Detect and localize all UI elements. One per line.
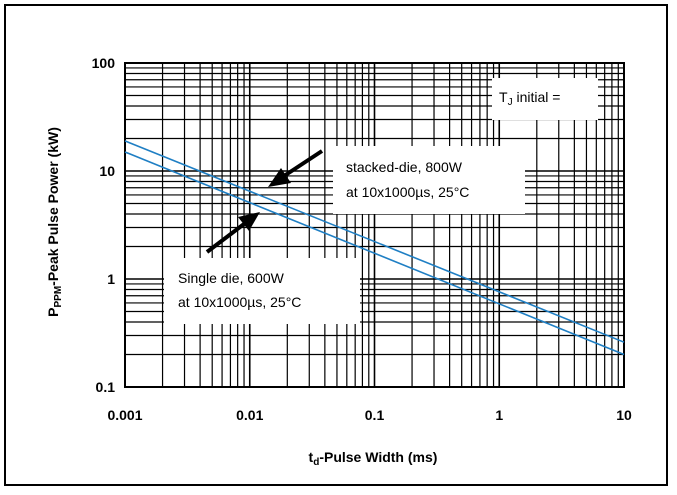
y-tick-label: 1 — [107, 271, 115, 287]
single-die-arrow — [205, 212, 260, 254]
stacked-die-note: stacked-die, 800W at 10x1000µs, 25°C — [333, 146, 525, 214]
series-layer — [124, 140, 625, 356]
y-tick-label: 10 — [99, 163, 115, 179]
svg-text:TJ initial =: TJ initial = — [499, 89, 560, 108]
single-die-line1: Single die, 600W — [178, 270, 285, 286]
y-tick-labels: 100 10 1 0.1 — [92, 55, 116, 395]
single-die-note: Single die, 600W at 10x1000µs, 25°C — [164, 258, 360, 324]
x-tick-label: 1 — [495, 407, 503, 423]
y-axis-label: PPPM-Peak Pulse Power (kW) — [45, 127, 64, 317]
y-tick-label: 100 — [92, 55, 116, 71]
chart-frame — [4, 4, 668, 486]
stacked-die-arrow — [268, 149, 324, 187]
x-tick-label: 0.01 — [236, 407, 263, 423]
x-tick-label: 10 — [616, 407, 632, 423]
x-axis-label: td-Pulse Width (ms) — [309, 449, 438, 468]
tj-initial-note: TJ initial = — [492, 78, 598, 120]
series-line-2 — [124, 151, 625, 356]
x-tick-label: 0.1 — [365, 407, 385, 423]
x-tick-label: 0.001 — [107, 407, 142, 423]
stacked-die-line2: at 10x1000µs, 25°C — [346, 184, 469, 200]
single-die-line2: at 10x1000µs, 25°C — [178, 294, 301, 310]
y-tick-label: 0.1 — [96, 379, 116, 395]
stacked-die-line1: stacked-die, 800W — [346, 159, 463, 175]
plot-border — [124, 62, 625, 388]
series-line-1 — [124, 140, 625, 343]
x-tick-labels: 0.001 0.01 0.1 1 10 — [107, 407, 632, 423]
